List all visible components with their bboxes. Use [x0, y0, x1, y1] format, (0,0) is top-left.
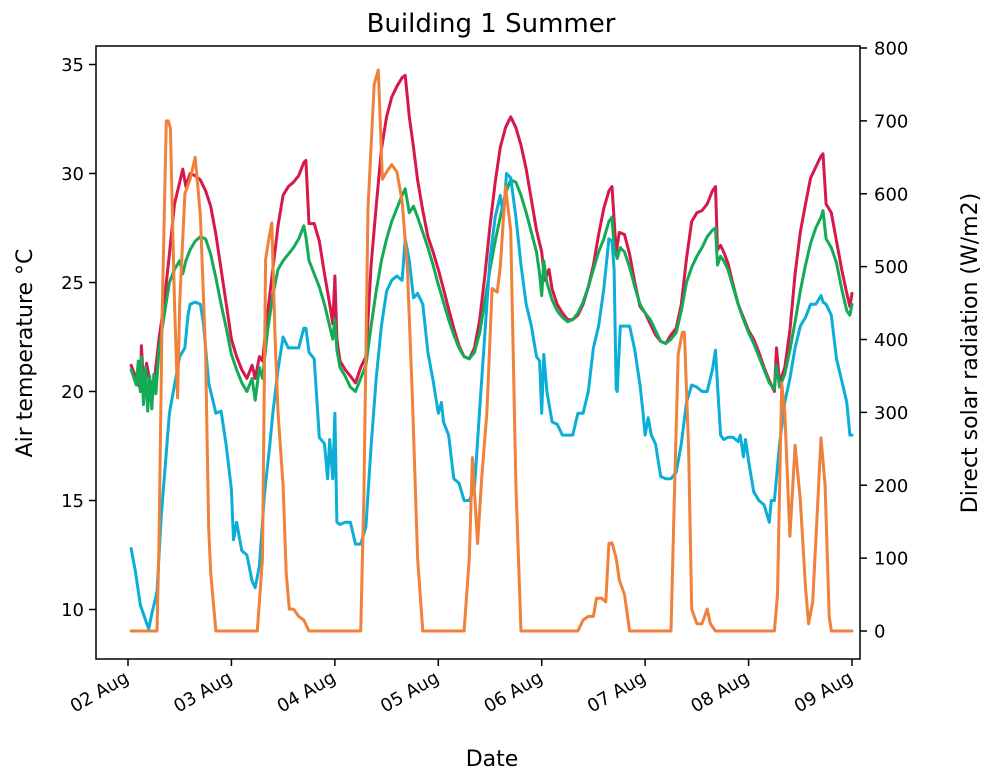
y-axis-right-title: Direct solar radiation (W/m2): [958, 193, 983, 513]
x-tick-label: 02 Aug: [67, 667, 133, 717]
y-axis-right: 0 100 200 300 400 500 600 700 800: [860, 39, 908, 643]
series-layer: [129, 68, 854, 633]
series-line-1: [129, 73, 854, 393]
x-axis: 02 Aug 03 Aug 04 Aug 05 Aug 06 Aug 07 Aug 08 A…: [67, 659, 857, 717]
y-left-tick-label: 10: [61, 600, 84, 621]
y-left-tick-label: 20: [61, 382, 84, 403]
y-right-tick-label: 400: [874, 330, 908, 351]
x-tick-label: 05 Aug: [377, 667, 443, 717]
series-line-3: [129, 172, 854, 631]
y-left-tick-label: 30: [61, 164, 84, 185]
y-right-tick-label: 500: [874, 257, 908, 278]
chart-title: Building 1 Summer: [367, 9, 616, 39]
y-axis-left-title: Air temperature °C: [13, 249, 38, 458]
x-tick-label: 06 Aug: [480, 667, 546, 717]
y-right-tick-label: 100: [874, 549, 908, 570]
y-right-tick-label: 700: [874, 111, 908, 132]
y-left-tick-label: 35: [61, 55, 84, 76]
series-line-4: [129, 68, 854, 633]
y-right-tick-label: 800: [874, 39, 908, 60]
x-tick-label: 09 Aug: [791, 667, 857, 717]
x-tick-label: 08 Aug: [687, 667, 753, 717]
y-right-tick-label: 200: [874, 476, 908, 497]
y-right-tick-label: 300: [874, 403, 908, 424]
x-tick-label: 04 Aug: [274, 667, 340, 717]
series-line-2: [129, 178, 854, 413]
x-tick-label: 07 Aug: [584, 667, 650, 717]
y-axis-left: 10 15 20 25 30 35: [61, 55, 96, 621]
plot-frame: [95, 45, 861, 660]
x-axis-title: Date: [466, 747, 519, 772]
y-left-tick-label: 15: [61, 491, 84, 512]
x-tick-label: 03 Aug: [170, 667, 236, 717]
y-right-tick-label: 0: [874, 622, 885, 643]
y-right-tick-label: 600: [874, 184, 908, 205]
y-left-tick-label: 25: [61, 273, 84, 294]
